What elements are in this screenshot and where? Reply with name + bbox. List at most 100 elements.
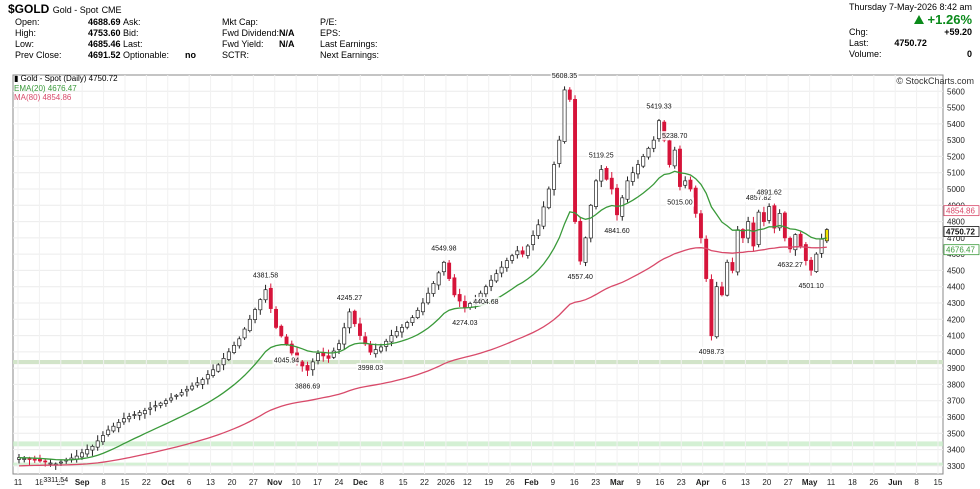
candle-body <box>284 336 289 345</box>
candle-body <box>536 224 541 236</box>
candle-body <box>22 458 27 460</box>
x-tick-label: 23 <box>677 478 686 487</box>
y-tick-label: 5100 <box>947 169 965 178</box>
x-tick-label: 27 <box>249 478 258 487</box>
legend-price: ▮ Gold - Spot (Daily) 4750.72 <box>14 74 118 83</box>
volume-value: 0 <box>966 49 972 59</box>
chg-row: Chg: +59.20 <box>849 27 972 38</box>
candle-body <box>782 212 787 239</box>
candle-body <box>730 262 735 271</box>
fields-col-1: Open: 4688.69 High: 4753.60 Low: 4685.46… <box>15 17 121 61</box>
fields-col-2: Ask: Bid: Last: Optionable: no <box>123 17 196 61</box>
candle-body <box>809 259 814 271</box>
right-value-tag <box>943 244 980 256</box>
candle-body <box>761 212 766 222</box>
candle-body <box>331 350 336 358</box>
candle-body <box>274 308 278 328</box>
candle-body <box>714 286 719 338</box>
candle-body <box>216 364 221 372</box>
candle-body <box>389 335 394 343</box>
candle-body <box>184 388 189 392</box>
y-tick-label: 3800 <box>947 380 965 389</box>
y-tick-label: 3400 <box>947 446 965 455</box>
y-tick-label: 4200 <box>947 315 965 324</box>
candle-body <box>583 237 588 263</box>
annotation-bg <box>776 259 805 269</box>
x-tick-label: 16 <box>655 478 664 487</box>
candle-body <box>552 164 557 190</box>
x-tick-label: 6 <box>722 478 727 487</box>
last-row: Last: 4750.72 <box>849 38 927 49</box>
x-tick-label: 20 <box>762 478 771 487</box>
legend-ema-label: EMA(20) 4676.47 <box>14 84 77 93</box>
annotation-label: 4557.40 <box>568 274 593 281</box>
candle-body <box>59 461 63 464</box>
y-tick-label: 3500 <box>947 429 965 438</box>
annotation-bg <box>744 193 773 203</box>
candle-body <box>373 349 378 355</box>
candle-body <box>232 344 237 353</box>
candle-body <box>436 272 441 286</box>
plot-area <box>12 74 944 475</box>
candle-body <box>462 301 467 308</box>
candle-body <box>347 311 352 329</box>
annotation-bg <box>41 474 70 484</box>
candle-body <box>48 462 53 465</box>
candle-body <box>43 460 48 463</box>
x-tick-label: 6 <box>187 478 192 487</box>
field-label: Last: <box>123 39 143 49</box>
fields-col-3: Mkt Cap: Fwd Dividend: N/A Fwd Yield: N/… <box>222 17 295 61</box>
candle-body <box>777 213 782 229</box>
quote-header: $GOLD Gold - Spot CME Open: 4688.69 High… <box>0 0 980 74</box>
candle-body <box>803 244 808 262</box>
volume-row: Volume: 0 <box>849 49 972 60</box>
candle-body <box>651 139 656 149</box>
candle-body <box>599 169 604 182</box>
x-tick-label: 9 <box>551 478 556 487</box>
field-label: Bid: <box>123 28 139 38</box>
candle-body <box>441 261 446 273</box>
annotation-bg <box>755 187 784 197</box>
field-label: Next Earnings: <box>320 50 380 60</box>
candle-body <box>657 120 661 140</box>
legend-ma: MA(80) 4854.86 <box>14 93 71 102</box>
x-tick-label: 20 <box>228 478 237 487</box>
candle-body <box>573 99 577 222</box>
field-label: Last Earnings: <box>320 39 378 49</box>
annotation-bg <box>644 101 673 111</box>
candle-body <box>740 229 745 239</box>
last-value: 4750.72 <box>894 38 927 48</box>
candle-body <box>352 310 357 325</box>
field-label: Optionable: <box>123 50 170 60</box>
annotation-label: 4098.73 <box>699 349 724 356</box>
field-label: Last: <box>848 38 869 48</box>
annotation-label: 5015.00 <box>667 200 692 207</box>
candle-body <box>111 425 116 432</box>
y-tick-label: 3700 <box>947 397 965 406</box>
candle-body <box>32 458 37 461</box>
x-tick-label: 15 <box>934 478 943 487</box>
right-value-tag <box>943 226 980 237</box>
annotation-label: 4549.98 <box>431 245 456 252</box>
candle-body <box>310 361 315 371</box>
y-tick-label: 3900 <box>947 364 965 373</box>
candle-body <box>525 245 530 256</box>
y-tick-label: 5400 <box>947 120 965 129</box>
x-tick-label: 2026 <box>437 478 455 487</box>
candle-body <box>698 213 703 239</box>
y-tick-label: 5600 <box>947 87 965 96</box>
candle-body <box>211 369 216 376</box>
x-tick-label: 22 <box>420 478 429 487</box>
annotation-label: 4891.62 <box>756 190 781 197</box>
candle-body <box>100 435 105 443</box>
x-tick-label: 11 <box>827 478 836 487</box>
exchange: CME <box>101 5 122 15</box>
x-tick-label: 18 <box>848 478 857 487</box>
candle-body <box>604 168 609 180</box>
annotation-label: 4841.60 <box>604 228 629 235</box>
candle-body <box>420 302 425 313</box>
candle-body <box>767 206 772 221</box>
chg-value: +59.20 <box>944 27 972 37</box>
candle-body <box>368 344 373 353</box>
